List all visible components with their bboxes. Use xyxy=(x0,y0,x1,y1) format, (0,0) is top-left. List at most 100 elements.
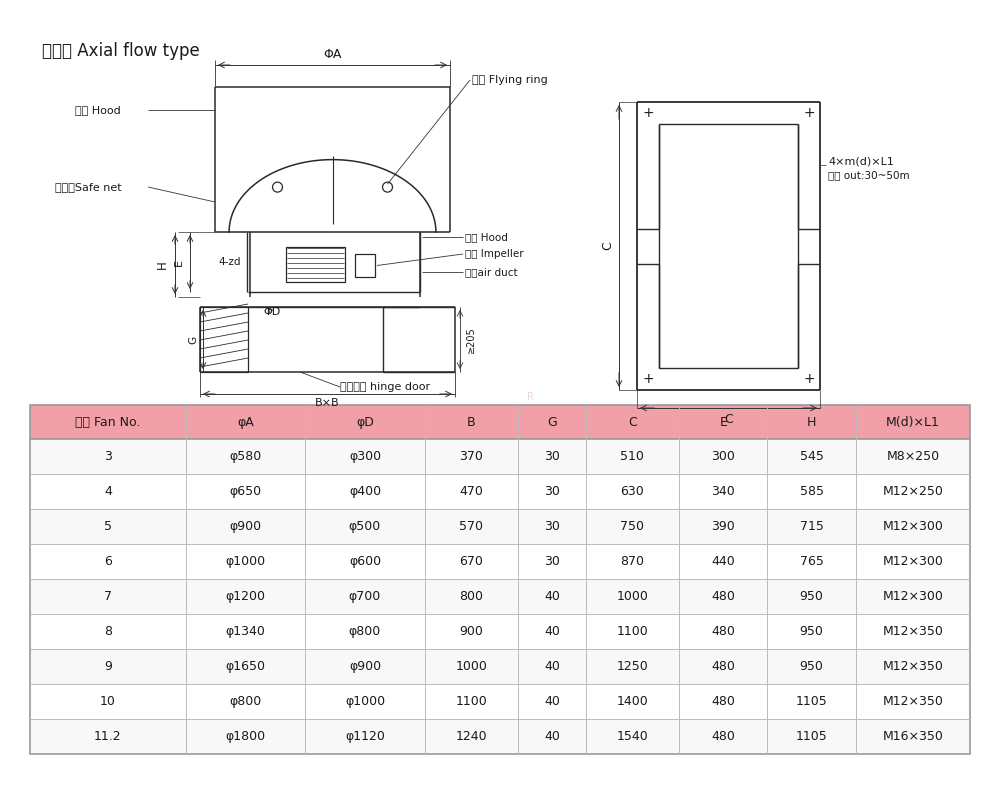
Text: M12×350: M12×350 xyxy=(882,695,943,708)
Text: 5: 5 xyxy=(104,520,112,533)
Text: 750: 750 xyxy=(620,520,644,533)
Text: 1105: 1105 xyxy=(796,730,827,743)
Text: 活页风门 hinge door: 活页风门 hinge door xyxy=(340,382,430,392)
Text: 3: 3 xyxy=(104,450,112,464)
Text: φA: φA xyxy=(237,415,254,428)
Text: φ800: φ800 xyxy=(229,695,262,708)
Text: φ600: φ600 xyxy=(349,555,381,568)
Text: G: G xyxy=(188,335,198,343)
Text: M16×350: M16×350 xyxy=(882,730,943,743)
Text: 480: 480 xyxy=(711,660,735,673)
Text: C: C xyxy=(628,415,637,428)
Text: φ1120: φ1120 xyxy=(345,730,385,743)
Text: E: E xyxy=(719,415,727,428)
Text: φ1000: φ1000 xyxy=(225,555,266,568)
Text: φ650: φ650 xyxy=(229,485,262,498)
Text: ΦD: ΦD xyxy=(263,307,280,317)
Bar xyxy=(30,439,970,474)
Text: M12×350: M12×350 xyxy=(882,625,943,638)
Text: 40: 40 xyxy=(544,625,560,638)
Text: 4: 4 xyxy=(104,485,112,498)
Text: 吸环 Flying ring: 吸环 Flying ring xyxy=(472,75,548,85)
Text: M12×350: M12×350 xyxy=(882,660,943,673)
Text: 40: 40 xyxy=(544,695,560,708)
Text: R: R xyxy=(527,392,533,402)
Text: φ1650: φ1650 xyxy=(226,660,266,673)
Text: φ1800: φ1800 xyxy=(225,730,266,743)
Text: 露出 out:30~50m: 露出 out:30~50m xyxy=(828,170,910,180)
Text: B: B xyxy=(467,415,476,428)
Bar xyxy=(30,474,970,509)
Text: 风筒air duct: 风筒air duct xyxy=(465,267,518,277)
Bar xyxy=(30,614,970,649)
Text: ≥205: ≥205 xyxy=(466,326,476,353)
Text: φ700: φ700 xyxy=(349,590,381,603)
Text: 8: 8 xyxy=(104,625,112,638)
Text: 545: 545 xyxy=(800,450,824,464)
Text: G: G xyxy=(547,415,557,428)
Text: 1400: 1400 xyxy=(617,695,648,708)
Bar xyxy=(30,684,970,719)
Text: M12×300: M12×300 xyxy=(882,555,943,568)
Text: 9: 9 xyxy=(104,660,112,673)
Text: φ1200: φ1200 xyxy=(226,590,266,603)
Text: 40: 40 xyxy=(544,590,560,603)
Text: 1100: 1100 xyxy=(617,625,648,638)
Text: φ580: φ580 xyxy=(229,450,262,464)
Text: H: H xyxy=(807,415,816,428)
Text: 7: 7 xyxy=(104,590,112,603)
Text: +: + xyxy=(642,372,654,386)
Text: 机号 Fan No.: 机号 Fan No. xyxy=(75,415,141,428)
Text: 370: 370 xyxy=(459,450,483,464)
Text: M12×250: M12×250 xyxy=(882,485,943,498)
Bar xyxy=(286,247,345,282)
Text: 870: 870 xyxy=(620,555,644,568)
Text: φ1340: φ1340 xyxy=(226,625,265,638)
Text: 1250: 1250 xyxy=(617,660,648,673)
Text: 950: 950 xyxy=(800,660,824,673)
Text: 6: 6 xyxy=(104,555,112,568)
Text: M(d)×L1: M(d)×L1 xyxy=(886,415,940,428)
Text: 风帽 Hood: 风帽 Hood xyxy=(465,232,508,242)
Text: 715: 715 xyxy=(800,520,824,533)
Text: φ1000: φ1000 xyxy=(345,695,385,708)
Text: ΦA: ΦA xyxy=(323,48,342,61)
Text: 1000: 1000 xyxy=(455,660,487,673)
Bar xyxy=(30,544,970,579)
Text: φ900: φ900 xyxy=(229,520,262,533)
Text: 1000: 1000 xyxy=(616,590,648,603)
Text: 风帽 Hood: 风帽 Hood xyxy=(75,105,121,115)
Text: φ400: φ400 xyxy=(349,485,381,498)
Bar xyxy=(200,307,248,372)
Text: 950: 950 xyxy=(800,625,824,638)
Text: M12×300: M12×300 xyxy=(882,590,943,603)
Text: 340: 340 xyxy=(711,485,735,498)
Text: 40: 40 xyxy=(544,660,560,673)
Bar xyxy=(355,254,375,277)
Text: 11.2: 11.2 xyxy=(94,730,122,743)
Text: C: C xyxy=(724,413,733,426)
Text: 10: 10 xyxy=(100,695,116,708)
Text: M12×300: M12×300 xyxy=(882,520,943,533)
Text: 40: 40 xyxy=(544,730,560,743)
Text: 510: 510 xyxy=(620,450,644,464)
Text: 480: 480 xyxy=(711,625,735,638)
Text: 765: 765 xyxy=(800,555,824,568)
Text: 480: 480 xyxy=(711,590,735,603)
Text: 300: 300 xyxy=(711,450,735,464)
Text: 570: 570 xyxy=(459,520,483,533)
Text: 585: 585 xyxy=(800,485,824,498)
Text: 950: 950 xyxy=(800,590,824,603)
Text: 30: 30 xyxy=(544,450,560,464)
Text: φ300: φ300 xyxy=(349,450,381,464)
Text: 630: 630 xyxy=(621,485,644,498)
Text: 4×m(d)×L1: 4×m(d)×L1 xyxy=(828,156,894,166)
Text: 800: 800 xyxy=(459,590,483,603)
Text: +: + xyxy=(642,106,654,120)
Text: 30: 30 xyxy=(544,555,560,568)
Text: M8×250: M8×250 xyxy=(886,450,939,464)
Text: φ800: φ800 xyxy=(349,625,381,638)
Text: 1540: 1540 xyxy=(617,730,648,743)
Text: +: + xyxy=(803,106,815,120)
Text: 440: 440 xyxy=(711,555,735,568)
